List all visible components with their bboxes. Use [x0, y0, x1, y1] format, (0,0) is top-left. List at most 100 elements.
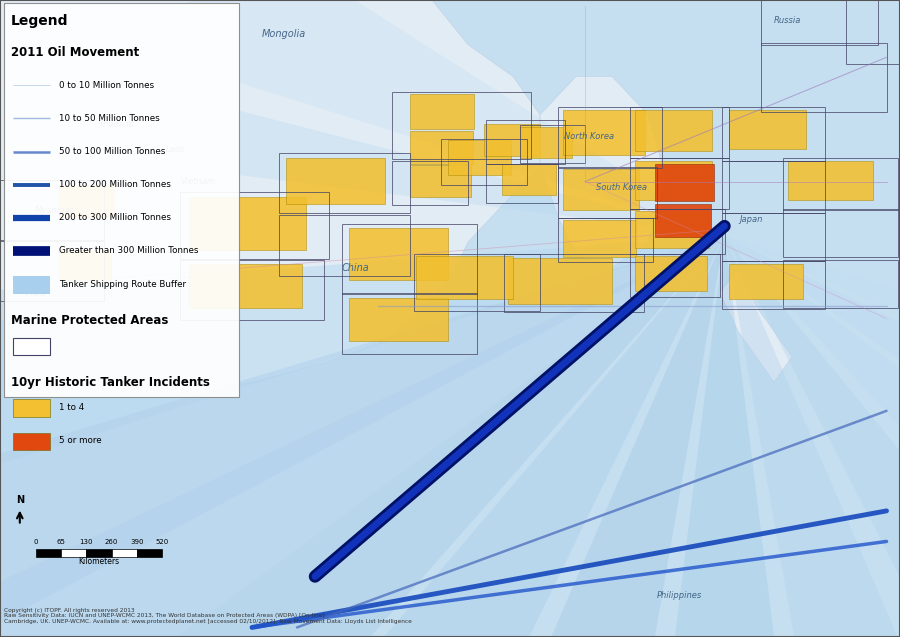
Bar — [486, 120, 565, 164]
Bar — [722, 213, 825, 261]
Bar — [448, 140, 511, 175]
Text: N: N — [15, 495, 24, 505]
Bar — [635, 256, 707, 291]
Text: 10yr Historic Tanker Incidents: 10yr Historic Tanker Incidents — [11, 376, 210, 389]
Bar — [783, 158, 898, 210]
Text: Kilometers: Kilometers — [78, 557, 120, 566]
Bar — [137, 549, 162, 557]
Bar — [722, 107, 825, 161]
Bar — [13, 433, 50, 450]
Bar — [520, 125, 585, 163]
Bar — [13, 276, 50, 294]
Bar — [558, 218, 652, 262]
Bar — [783, 209, 898, 257]
Bar — [502, 164, 556, 195]
Text: Mongolia: Mongolia — [261, 29, 306, 39]
Bar — [630, 254, 720, 297]
Bar — [416, 256, 513, 299]
Bar — [13, 338, 50, 355]
Polygon shape — [720, 268, 792, 382]
Text: Tanker Shipping Route Buffer: Tanker Shipping Route Buffer — [59, 280, 186, 289]
Bar — [504, 254, 644, 312]
Bar — [630, 209, 725, 254]
Polygon shape — [540, 76, 666, 268]
Text: Russia: Russia — [774, 16, 801, 25]
Text: 2011 Oil Movement: 2011 Oil Movement — [11, 46, 140, 59]
Bar — [189, 197, 306, 250]
Bar — [722, 161, 825, 213]
Text: 520: 520 — [156, 539, 168, 545]
Text: Legend: Legend — [11, 14, 68, 28]
Text: India: India — [26, 289, 46, 297]
Bar — [635, 110, 712, 151]
Bar — [655, 204, 711, 237]
Text: 5 or more: 5 or more — [59, 436, 102, 445]
Polygon shape — [168, 236, 724, 637]
Bar — [722, 261, 825, 309]
Bar — [414, 254, 540, 311]
Bar — [4, 3, 239, 397]
Polygon shape — [724, 236, 900, 637]
Bar — [788, 161, 873, 200]
Bar — [112, 549, 137, 557]
Bar — [0, 180, 104, 240]
Bar — [279, 215, 410, 276]
Text: 100 to 200 Million Tonnes: 100 to 200 Million Tonnes — [59, 180, 171, 189]
Bar — [342, 293, 477, 354]
Bar — [486, 164, 558, 203]
Bar — [562, 220, 636, 257]
Polygon shape — [0, 236, 724, 637]
Polygon shape — [0, 0, 540, 395]
Bar — [520, 127, 572, 158]
Text: 0 to 10 Million Tonnes: 0 to 10 Million Tonnes — [59, 81, 155, 90]
Bar — [392, 161, 468, 205]
Bar — [729, 110, 806, 149]
Bar — [558, 167, 657, 218]
Text: 50 to 100 Million Tonnes: 50 to 100 Million Tonnes — [59, 147, 166, 156]
Bar — [349, 228, 448, 280]
Text: 65: 65 — [57, 539, 66, 545]
Bar — [760, 43, 886, 112]
Text: Copyright (c) ITOPF. All rights reserved 2013
Raw Sensitivity Data: IUCN and UNE: Copyright (c) ITOPF. All rights reserved… — [4, 608, 411, 624]
Bar — [410, 94, 474, 129]
Polygon shape — [0, 236, 724, 598]
Polygon shape — [724, 236, 900, 637]
Bar — [630, 107, 729, 158]
Text: 390: 390 — [130, 539, 143, 545]
Bar — [410, 131, 472, 164]
Bar — [655, 164, 714, 201]
Text: 10 to 50 Million Tonnes: 10 to 50 Million Tonnes — [59, 114, 160, 123]
Bar — [180, 192, 328, 259]
Bar — [562, 110, 645, 155]
Bar — [86, 549, 112, 557]
Text: 200 to 300 Million Tonnes: 200 to 300 Million Tonnes — [59, 213, 171, 222]
Polygon shape — [0, 236, 724, 637]
Bar — [635, 211, 709, 248]
Bar — [279, 153, 410, 213]
Bar — [286, 158, 385, 204]
Text: Vietnam: Vietnam — [181, 177, 215, 186]
Bar — [0, 241, 104, 301]
Text: Marine Protected Areas: Marine Protected Areas — [11, 314, 168, 327]
Bar — [13, 399, 50, 417]
Bar — [846, 0, 900, 64]
Bar — [189, 264, 302, 308]
Bar — [58, 250, 111, 280]
Text: Philippines: Philippines — [657, 591, 702, 600]
Text: Thailand: Thailand — [99, 120, 135, 129]
Text: China: China — [342, 262, 369, 273]
Bar — [58, 185, 114, 217]
Text: 0: 0 — [34, 539, 38, 545]
Text: Laos: Laos — [166, 145, 185, 154]
Polygon shape — [724, 236, 900, 540]
Bar — [180, 260, 324, 320]
Bar — [562, 169, 639, 210]
Bar — [410, 165, 471, 197]
Polygon shape — [646, 236, 803, 637]
Bar — [783, 260, 898, 308]
Text: 130: 130 — [80, 539, 94, 545]
Text: 1 to 4: 1 to 4 — [59, 403, 85, 412]
Polygon shape — [190, 0, 724, 236]
Text: 260: 260 — [105, 539, 118, 545]
Bar — [36, 549, 61, 557]
